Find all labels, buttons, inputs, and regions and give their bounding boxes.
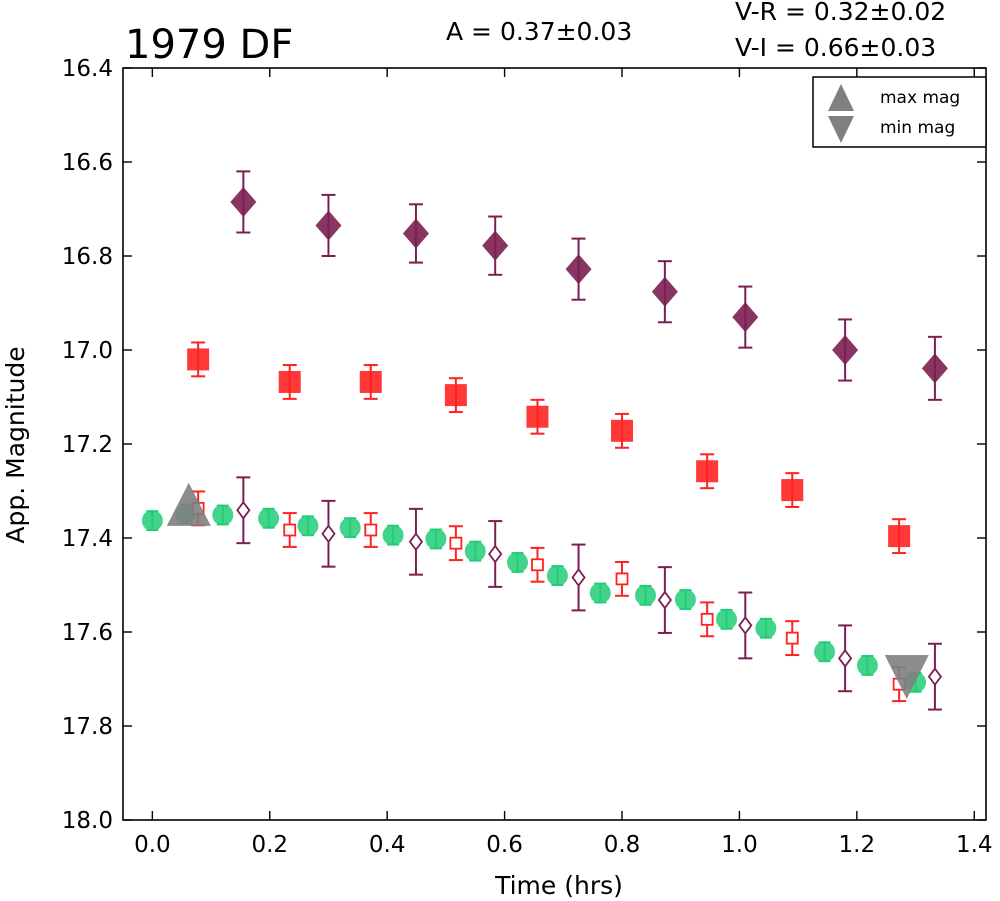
data-point-circle (716, 608, 738, 630)
series-diamond-filled (230, 170, 948, 401)
y-axis-label: App. Magnitude (1, 346, 30, 543)
x-tick-label: 0.8 (604, 832, 641, 858)
data-point-circle (674, 589, 696, 611)
data-point-diamond (651, 276, 678, 307)
v-r-color-annotation: V-R = 0.32±0.02 (735, 0, 946, 26)
data-point-square (696, 460, 719, 483)
legend-max-mag-label: max mag (880, 88, 960, 108)
x-tick-label: 1.0 (721, 832, 758, 858)
axis-ticks: 0.0 0.2 0.4 0.6 0.8 1.0 1.2 1.4 16.4 16.6 16.8 17.0… (62, 56, 993, 858)
data-point-circle (297, 515, 319, 537)
y-tick-label: 17.2 (62, 432, 113, 458)
data-point-open-diamond (236, 500, 251, 520)
data-point-open-square (785, 631, 799, 645)
y-tick-label: 17.6 (62, 620, 113, 646)
data-point-square (781, 479, 804, 502)
x-tick-label: 0.6 (486, 832, 523, 858)
data-point-diamond (315, 210, 342, 241)
data-point-diamond (921, 353, 948, 384)
max-mag-marker (166, 482, 211, 526)
data-point-open-diamond (571, 567, 586, 587)
data-point-square (611, 419, 634, 442)
series-triangle-down (884, 654, 929, 699)
data-point-open-diamond (657, 590, 672, 610)
legend-min-mag-label: min mag (880, 118, 955, 138)
v-i-color-annotation: V-I = 0.66±0.03 (735, 33, 936, 62)
data-point-circle (814, 641, 836, 663)
x-tick-label: 0.0 (134, 832, 171, 858)
y-tick-label: 16.4 (62, 56, 113, 82)
y-tick-label: 17.8 (62, 714, 113, 740)
data-point-diamond (832, 335, 859, 365)
series-square-filled (187, 341, 911, 555)
chart-title: 1979 DF (125, 22, 293, 68)
data-point-open-square (449, 536, 463, 550)
amplitude-annotation: A = 0.37±0.03 (446, 17, 632, 46)
data-point-open-diamond (488, 544, 503, 564)
data-point-circle (141, 510, 163, 532)
data-point-open-diamond (321, 524, 336, 544)
data-point-circle (546, 565, 568, 587)
data-point-open-square (531, 558, 544, 572)
data-point-circle (425, 528, 447, 550)
x-axis-label: Time (hrs) (494, 871, 623, 900)
data-point-open-diamond (837, 648, 853, 668)
plot-frame (122, 67, 987, 821)
x-tick-label: 0.2 (251, 832, 288, 858)
data-point-diamond (402, 218, 429, 249)
y-tick-label: 17.0 (62, 338, 113, 364)
data-point-circle (634, 584, 656, 606)
y-tick-label: 18.0 (62, 808, 113, 834)
data-point-circle (507, 551, 529, 573)
data-point-open-square (283, 523, 297, 537)
legend-min-mag-marker (828, 116, 854, 143)
data-point-open-square (364, 523, 378, 537)
x-tick-label: 0.4 (369, 832, 406, 858)
data-point-open-diamond (738, 615, 753, 635)
data-point-diamond (732, 302, 759, 333)
series-circle-filled (141, 503, 927, 693)
data-point-circle (339, 517, 361, 539)
data-point-diamond (230, 186, 257, 217)
data-point-square (359, 370, 382, 393)
data-point-square (526, 405, 549, 428)
series-square-open (191, 490, 907, 703)
data-point-circle (258, 507, 280, 529)
data-point-circle (382, 524, 404, 546)
x-tick-label: 1.4 (956, 832, 993, 858)
series-diamond-open (236, 476, 943, 711)
data-point-circle (212, 504, 234, 526)
legend-max-mag-marker (828, 84, 854, 111)
x-tick-label: 1.2 (839, 832, 876, 858)
data-point-circle (856, 654, 878, 676)
data-point-square (278, 370, 301, 393)
data-point-open-square (615, 572, 629, 586)
data-point-diamond (565, 254, 592, 285)
data-point-open-square (700, 612, 714, 626)
data-point-open-diamond (927, 667, 943, 687)
data-point-square (187, 348, 210, 371)
data-point-circle (464, 540, 486, 562)
data-point-circle (589, 582, 611, 604)
y-tick-label: 17.4 (62, 526, 113, 552)
y-tick-label: 16.6 (62, 150, 113, 176)
legend: max mag min mag (812, 76, 987, 148)
series-triangle-up (166, 482, 211, 526)
data-point-square (444, 384, 467, 407)
y-tick-label: 16.8 (62, 244, 113, 270)
plot-marks (141, 170, 948, 711)
min-mag-marker (884, 654, 929, 699)
data-point-circle (755, 617, 777, 639)
data-point-square (888, 525, 911, 548)
data-point-open-diamond (408, 532, 424, 552)
data-point-diamond (482, 230, 509, 261)
